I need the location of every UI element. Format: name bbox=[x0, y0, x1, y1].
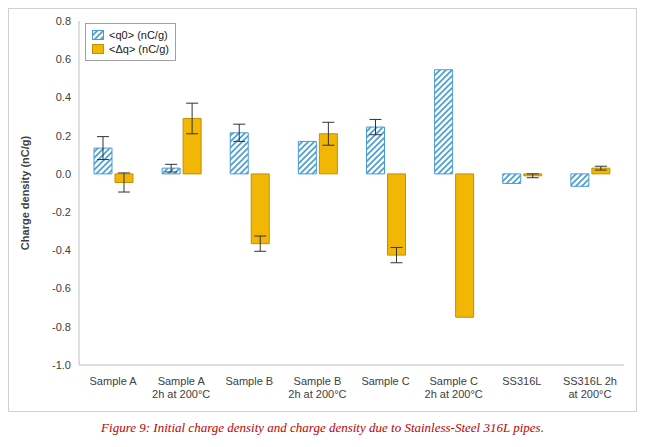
svg-text:SS316L 2hat 200°C: SS316L 2hat 200°C bbox=[563, 375, 617, 400]
html-text:Figure 9: Initial charge densi: Figure 9: Initial charge density and cha… bbox=[101, 420, 544, 435]
svg-text:SS316L: SS316L bbox=[502, 375, 541, 387]
svg-text:0.0: 0.0 bbox=[56, 168, 71, 180]
svg-text:-0.8: -0.8 bbox=[52, 321, 71, 333]
html-text:<Δq> (nC/g): <Δq> (nC/g) bbox=[109, 43, 169, 55]
svg-text:0.2: 0.2 bbox=[56, 130, 71, 142]
svg-text:Sample C: Sample C bbox=[361, 375, 409, 387]
svg-text:0.6: 0.6 bbox=[56, 53, 71, 65]
svg-text:-0.6: -0.6 bbox=[52, 282, 71, 294]
svg-text:Charge density (nC/g): Charge density (nC/g) bbox=[19, 136, 31, 251]
svg-text:0.8: 0.8 bbox=[56, 15, 71, 27]
html-text:<q0> (nC/g): <q0> (nC/g) bbox=[109, 29, 168, 41]
svg-text:Sample A2h at 200°C: Sample A2h at 200°C bbox=[152, 375, 210, 400]
svg-text:Sample A: Sample A bbox=[90, 375, 138, 387]
svg-text:Sample C2h at 200°C: Sample C2h at 200°C bbox=[425, 375, 483, 400]
svg-text:-0.4: -0.4 bbox=[52, 244, 71, 256]
svg-text:-1.0: -1.0 bbox=[52, 359, 71, 371]
svg-text:Sample B2h at 200°C: Sample B2h at 200°C bbox=[288, 375, 346, 400]
svg-text:Sample B: Sample B bbox=[225, 375, 273, 387]
svg-text:-0.2: -0.2 bbox=[52, 206, 71, 218]
svg-text:0.4: 0.4 bbox=[56, 91, 71, 103]
